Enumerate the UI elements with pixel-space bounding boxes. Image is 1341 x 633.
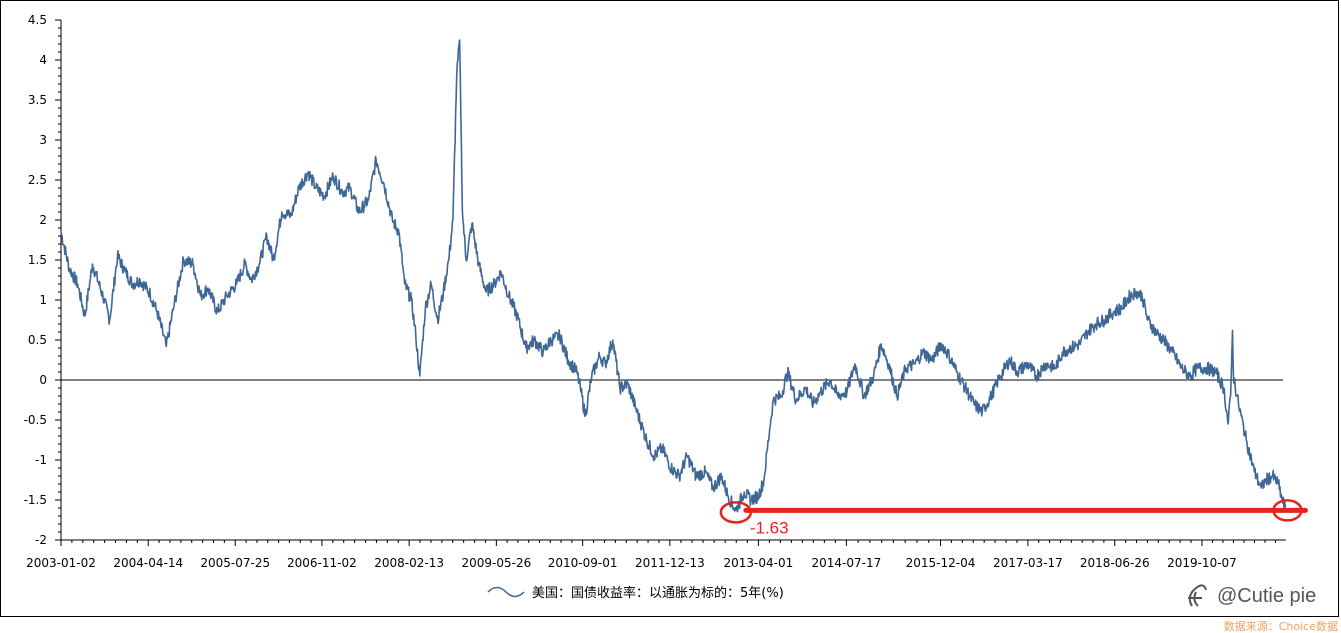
y-tick-label: 1.5 [28, 253, 47, 267]
watermark-text: @Cutie pie [1217, 585, 1316, 607]
y-tick-label: 1 [39, 293, 47, 307]
chart-frame [0, 0, 1339, 617]
x-tick-label: 2009-05-26 [461, 556, 531, 570]
watermark-logo-icon [1188, 584, 1207, 607]
annotation-circle-left [719, 501, 753, 524]
x-tick-label: 2013-04-01 [724, 556, 794, 570]
y-tick-label: -2 [35, 533, 47, 547]
source-text: 数据来源：Choice数据 [1224, 619, 1338, 633]
x-tick-label: 2004-04-14 [113, 556, 183, 570]
x-tick-label: 2005-07-25 [200, 556, 270, 570]
y-tick-label: 0.5 [28, 333, 47, 347]
y-tick-label: 4.5 [28, 13, 47, 27]
y-tick-label: 3.5 [28, 93, 47, 107]
legend-label: 美国：国债收益率：以通胀为标的：5年(%) [532, 585, 784, 601]
y-tick-label: -1.5 [24, 493, 47, 507]
y-tick-label: 4 [39, 53, 47, 67]
y-tick-label: 0 [39, 373, 47, 387]
y-tick-label: -0.5 [24, 413, 47, 427]
y-tick-label: -1 [35, 453, 47, 467]
y-tick-label: 2.5 [28, 173, 47, 187]
annotation-label: -1.63 [750, 518, 789, 537]
legend-swatch [487, 586, 525, 598]
y-tick-label: 2 [39, 213, 47, 227]
watermark [1188, 584, 1207, 607]
x-tick-label: 2006-11-02 [287, 556, 357, 570]
x-tick-label: 2010-09-01 [548, 556, 618, 570]
x-tick-label: 2018-06-26 [1080, 556, 1150, 570]
x-tick-label: 2003-01-02 [26, 556, 96, 570]
x-tick-label: 2014-07-17 [811, 556, 881, 570]
series-line [60, 39, 1287, 513]
x-tick-label: 2015-12-04 [906, 556, 976, 570]
x-tick-label: 2011-12-13 [635, 556, 705, 570]
x-tick-label: 2017-03-17 [993, 556, 1063, 570]
x-tick-label: 2019-10-07 [1167, 556, 1237, 570]
x-tick-label: 2008-02-13 [374, 556, 444, 570]
y-tick-label: 3 [39, 133, 47, 147]
annotation-circle-right [1272, 499, 1303, 522]
